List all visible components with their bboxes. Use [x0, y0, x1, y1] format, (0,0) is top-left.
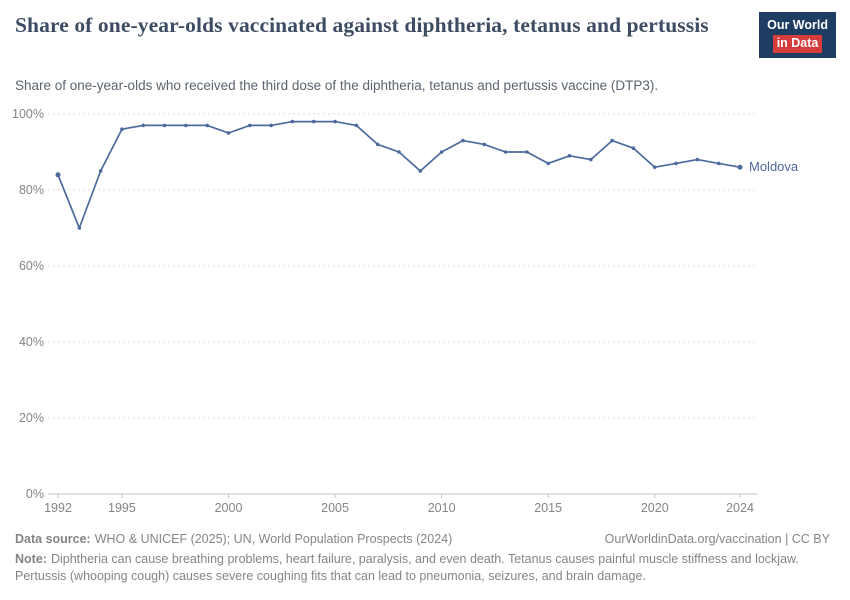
- data-point[interactable]: [589, 157, 593, 162]
- data-point[interactable]: [461, 138, 465, 143]
- data-point[interactable]: [162, 123, 167, 128]
- x-tick-label: 1995: [108, 501, 136, 515]
- data-point[interactable]: [120, 127, 124, 131]
- x-tick-label: 2005: [321, 501, 349, 515]
- y-tick-label: 0%: [26, 487, 44, 501]
- series-line-moldova[interactable]: [57, 120, 741, 229]
- x-tick-label: 2000: [215, 501, 243, 515]
- data-point[interactable]: [311, 119, 316, 124]
- x-tick-label: 2015: [534, 501, 562, 515]
- data-point[interactable]: [98, 169, 103, 173]
- rights-link[interactable]: OurWorldinData.org/vaccination | CC BY: [604, 532, 830, 546]
- note-text: Diphtheria can cause breathing problems,…: [15, 552, 799, 584]
- data-point[interactable]: [610, 138, 614, 143]
- data-source-label: Data source:: [15, 532, 91, 546]
- data-point[interactable]: [354, 123, 359, 128]
- data-point[interactable]: [333, 119, 337, 124]
- page-title: Share of one-year-olds vaccinated agains…: [15, 13, 709, 37]
- y-tick-label: 80%: [19, 183, 44, 197]
- owid-logo[interactable]: Our World in Data: [759, 12, 836, 58]
- data-point[interactable]: [631, 146, 636, 150]
- data-point[interactable]: [439, 150, 444, 154]
- y-tick-label: 60%: [19, 259, 44, 273]
- chart-subtitle: Share of one-year-olds who received the …: [15, 78, 659, 93]
- data-point[interactable]: [226, 131, 231, 135]
- y-tick-label: 40%: [19, 335, 44, 349]
- y-tick-label: 20%: [19, 411, 44, 425]
- note-line: Note: Diphtheria can cause breathing prob…: [15, 551, 833, 586]
- data-point[interactable]: [674, 161, 678, 166]
- data-point[interactable]: [503, 150, 508, 154]
- series-label[interactable]: Moldova: [749, 159, 799, 175]
- data-point[interactable]: [652, 165, 657, 169]
- owid-logo-line1: Our World: [767, 18, 828, 32]
- data-source-text: WHO & UNICEF (2025); UN, World Populatio…: [94, 532, 453, 546]
- data-point[interactable]: [525, 150, 529, 154]
- data-point[interactable]: [55, 172, 61, 178]
- owid-logo-line2: in Data: [772, 35, 823, 53]
- data-point[interactable]: [737, 164, 743, 170]
- data-point[interactable]: [482, 142, 487, 147]
- data-source-line: Data source: WHO & UNICEF (2025); UN, Wor…: [15, 532, 452, 546]
- data-point[interactable]: [184, 123, 188, 128]
- line-chart-plot[interactable]: 0% 20% 40% 60% 80% 100% 1992 1995 2000 2005 2010 20…: [0, 95, 850, 525]
- x-tick-label: 2010: [428, 501, 456, 515]
- y-tick-label: 100%: [12, 107, 44, 121]
- data-point[interactable]: [290, 119, 295, 124]
- x-tick-label: 2020: [641, 501, 669, 515]
- data-point[interactable]: [248, 123, 252, 128]
- data-point[interactable]: [269, 123, 273, 128]
- note-label: Note:: [15, 552, 47, 566]
- data-point[interactable]: [567, 154, 572, 158]
- x-tick-label: 1992: [44, 501, 72, 515]
- data-point[interactable]: [141, 123, 146, 128]
- data-point[interactable]: [205, 123, 209, 128]
- data-point[interactable]: [77, 226, 82, 230]
- data-point[interactable]: [546, 161, 550, 166]
- data-point[interactable]: [397, 150, 401, 154]
- data-point[interactable]: [375, 142, 380, 147]
- data-point[interactable]: [695, 157, 700, 162]
- data-point[interactable]: [716, 161, 721, 166]
- x-tick-label: 2024: [726, 501, 754, 515]
- data-point[interactable]: [418, 169, 423, 173]
